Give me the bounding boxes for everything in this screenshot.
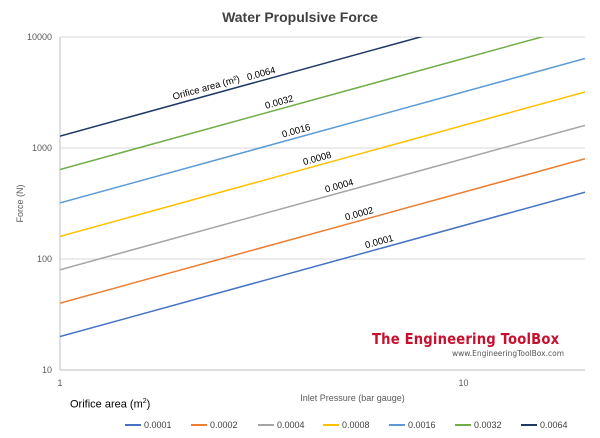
chart-title: Water Propulsive Force — [222, 9, 378, 25]
legend-swatch — [323, 424, 339, 426]
legend-label: 0.0001 — [144, 420, 172, 430]
legend-swatch — [125, 424, 141, 426]
watermark-url: www.EngineeringToolBox.com — [452, 349, 565, 358]
y-tick-label: 10 — [42, 365, 52, 375]
legend-swatch — [258, 424, 274, 426]
watermark-brand: The Engineering ToolBox — [372, 330, 560, 348]
legend-item: 0.0016 — [389, 418, 436, 432]
legend-title: Orifice area (m2) — [70, 398, 151, 411]
x-tick-label: 1 — [57, 378, 62, 388]
legend-item: 0.0008 — [323, 418, 370, 432]
legend: 0.0001 0.0002 0.0004 0.0008 0.0016 0.0032 0.00… — [0, 418, 600, 432]
legend-item: 0.0032 — [455, 418, 502, 432]
legend-swatch — [191, 424, 207, 426]
legend-label: 0.0008 — [342, 420, 370, 430]
x-axis-title: Inlet Pressure (bar gauge) — [300, 393, 405, 403]
legend-label: 0.0002 — [210, 420, 238, 430]
legend-label: 0.0032 — [474, 420, 502, 430]
legend-item: 0.0004 — [258, 418, 305, 432]
legend-label: 0.0064 — [540, 420, 568, 430]
series-line-0.0008 — [60, 91, 585, 238]
series-line-0.0032 — [60, 37, 545, 171]
x-tick-label: 10 — [459, 378, 469, 388]
y-tick-label: 100 — [37, 254, 52, 264]
series-line-0.0001 — [60, 191, 585, 338]
legend-label: 0.0004 — [277, 420, 305, 430]
legend-swatch — [521, 424, 537, 426]
legend-item: 0.0064 — [521, 418, 568, 432]
legend-item: 0.0002 — [191, 418, 238, 432]
y-tick-label: 1000 — [32, 143, 52, 153]
series-line-0.0016 — [60, 57, 585, 204]
series-annotation: Orifice area (m²) — [172, 74, 242, 103]
legend-item: 0.0001 — [125, 418, 172, 432]
legend-swatch — [455, 424, 471, 426]
series-line-0.0004 — [60, 124, 585, 271]
series-line-0.0064 — [60, 37, 424, 137]
legend-swatch — [389, 424, 405, 426]
y-tick-label: 10000 — [27, 32, 52, 42]
watermark-logo: The Engineering ToolBox www.EngineeringT… — [372, 330, 592, 358]
series-line-0.0002 — [60, 158, 585, 304]
series-lines — [60, 37, 585, 338]
legend-label: 0.0016 — [408, 420, 436, 430]
y-axis-title: Force (N) — [15, 184, 25, 222]
